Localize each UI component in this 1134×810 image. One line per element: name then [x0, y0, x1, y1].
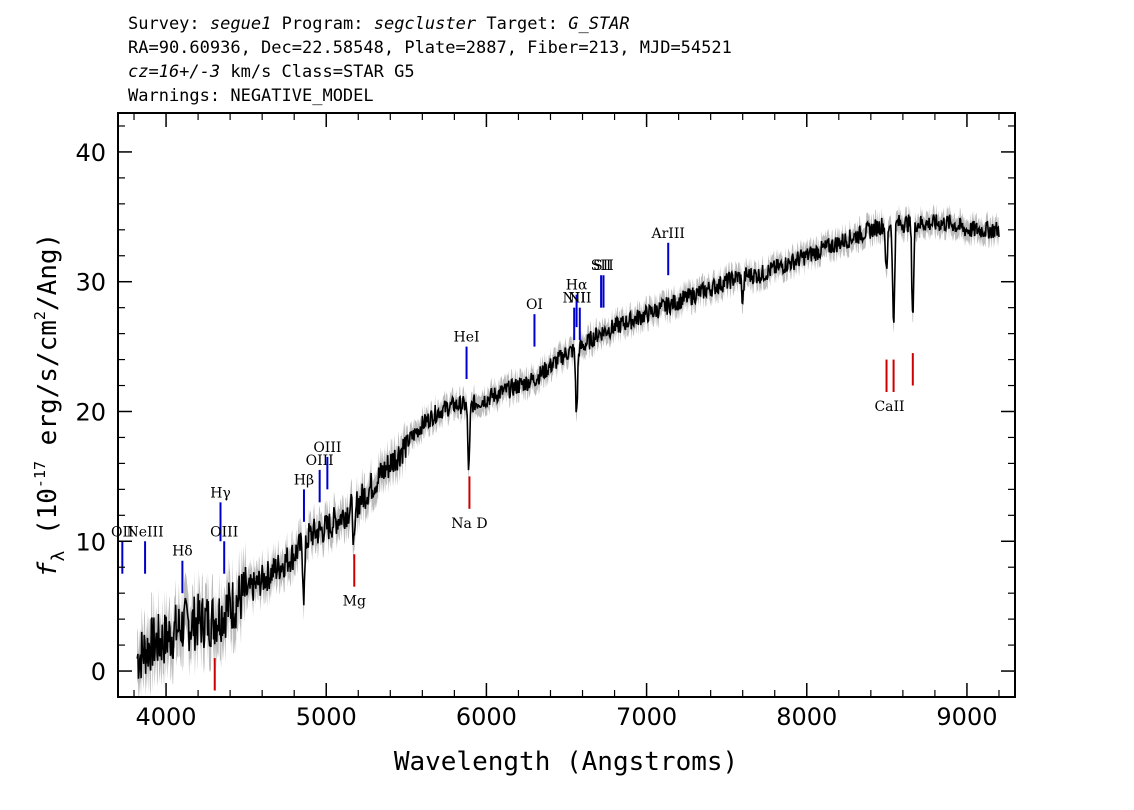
header-line-3: cz=16+/-3 km/s Class=STAR G5: [128, 60, 732, 84]
emission-line-label: NII: [563, 291, 586, 307]
y-tick-label: 0: [91, 658, 106, 686]
emission-line-label: OIII: [210, 524, 238, 540]
ylabel-f: f: [33, 561, 63, 577]
ylabel-exponent-2: 2: [31, 311, 49, 320]
emission-line-label: SII: [593, 258, 614, 274]
target-value: G_STAR: [568, 14, 630, 34]
error-band: [137, 204, 999, 697]
ylabel-part-b: erg/s/cm: [33, 320, 63, 461]
y-tick-label: 30: [75, 269, 106, 297]
class-text: km/s Class=STAR G5: [220, 62, 415, 82]
emission-line-label: Hβ: [294, 472, 314, 488]
ylabel-lambda: λ: [48, 551, 69, 562]
emission-line-label: SII: [591, 258, 612, 274]
emission-line-label: NeIII: [126, 524, 163, 540]
header-line-4: Warnings: NEGATIVE_MODEL: [128, 86, 374, 106]
program-label: Program:: [281, 14, 364, 34]
absorption-line-label: CaII: [874, 399, 904, 415]
ylabel-exponent: -17: [31, 461, 49, 488]
spectrum-line: [136, 214, 1000, 679]
y-axis-label: fλ (10-17 erg/s/cm2/Ang): [31, 233, 69, 577]
x-tick-label: 5000: [296, 703, 357, 731]
ylabel-part-a: (10: [33, 488, 63, 551]
error-band-area: [137, 204, 999, 697]
emission-line-label: OIII: [313, 440, 341, 456]
axis-ticks: 4000 5000 6000 7000 8000 9000 0 10 20 30 40: [75, 113, 1015, 731]
program-value: segcluster: [373, 14, 477, 34]
x-tick-label: 4000: [136, 703, 197, 731]
y-tick-label: 10: [75, 528, 106, 556]
header-line-1: Survey: segue1 Program: segcluster Targe…: [128, 12, 732, 36]
cz-value: cz=16+/-3: [128, 62, 221, 82]
absorption-line-label: Mg: [343, 594, 366, 610]
x-tick-label: 8000: [776, 703, 837, 731]
x-axis-label: Wavelength (Angstroms): [394, 747, 738, 777]
emission-line-label: ArIII: [651, 226, 685, 242]
x-tick-label: 9000: [936, 703, 997, 731]
spectrum-header: Survey: segue1 Program: segcluster Targe…: [128, 12, 732, 108]
survey-value: segue1: [209, 14, 272, 34]
survey-label: Survey:: [128, 14, 200, 34]
target-label: Target:: [486, 14, 558, 34]
y-tick-label: 40: [75, 139, 106, 167]
x-tick-label: 7000: [616, 703, 677, 731]
emission-line-label: NII: [568, 291, 591, 307]
header-line-2: RA=90.60936, Dec=22.58548, Plate=2887, F…: [128, 38, 732, 58]
plot-frame: [117, 112, 1016, 698]
y-tick-label: 20: [75, 398, 106, 426]
emission-line-label: HeI: [454, 330, 480, 346]
emission-line-label: Hδ: [172, 544, 193, 560]
ylabel-part-c: /Ang): [33, 233, 63, 311]
emission-line-label: OII: [111, 524, 134, 540]
emission-line-label: Hγ: [210, 485, 231, 501]
x-tick-label: 6000: [456, 703, 517, 731]
emission-line-label: Hα: [566, 278, 588, 294]
absorption-line-label: Na D: [451, 516, 487, 532]
emission-line-label: OI: [526, 297, 543, 313]
